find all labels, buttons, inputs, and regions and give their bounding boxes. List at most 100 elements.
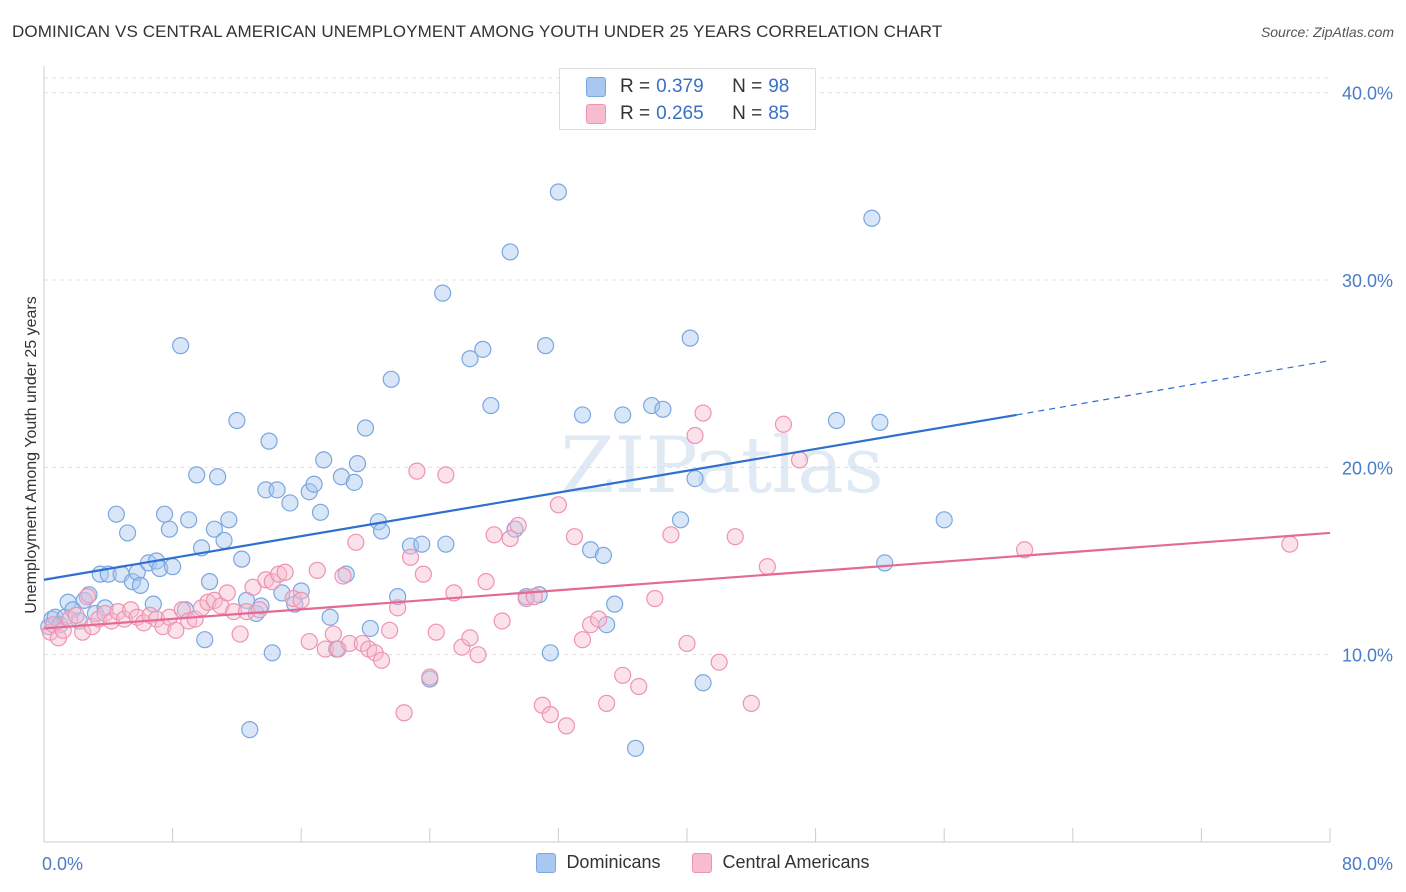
chart-title: DOMINICAN VS CENTRAL AMERICAN UNEMPLOYME… (12, 22, 943, 41)
r-value: 0.265 (656, 103, 704, 124)
point-dominicans (131, 576, 150, 594)
point-dominicans (372, 522, 391, 540)
point-dominicans (594, 546, 613, 565)
point-dominicans (205, 520, 223, 538)
point-dominicans (606, 595, 624, 613)
point-dominicans (268, 481, 286, 499)
trend-line-extension (1016, 360, 1331, 416)
point-dominicans (228, 411, 246, 430)
point-central-americans (395, 704, 413, 722)
point-central-americans (686, 426, 704, 445)
legend-swatch (536, 852, 557, 873)
x-tick-label-min: 0.0% (42, 854, 83, 874)
point-central-americans (167, 621, 185, 639)
tick-labels: 10.0% 20.0% 30.0% 40.0% 0.0% 80.0% (42, 84, 1393, 874)
point-central-americans (276, 563, 294, 581)
point-central-americans (308, 561, 326, 579)
point-central-americans (549, 496, 568, 514)
point-dominicans (681, 329, 699, 347)
point-dominicans (413, 535, 431, 553)
point-dominicans (501, 243, 519, 261)
y-tick-label: 40.0% (1342, 84, 1393, 104)
point-dominicans (260, 432, 278, 450)
point-dominicans (215, 531, 233, 550)
series-legend: Dominicans Central Americans (0, 852, 1406, 873)
point-central-americans (758, 558, 776, 576)
point-dominicans (382, 370, 400, 388)
legend-item-dominicans[interactable]: Dominicans (536, 852, 660, 873)
point-dominicans (935, 511, 953, 529)
point-central-americans (485, 526, 503, 544)
point-dominicans (321, 608, 339, 626)
r-value: 0.379 (656, 76, 704, 97)
point-dominicans (107, 505, 125, 523)
point-central-americans (218, 584, 236, 602)
n-label: N = (732, 76, 763, 97)
point-dominicans (694, 674, 712, 692)
grid (44, 77, 1330, 656)
point-central-americans (774, 415, 793, 433)
point-dominicans (541, 644, 559, 662)
point-central-americans (573, 631, 592, 649)
point-central-americans (598, 694, 616, 712)
point-central-americans (1281, 535, 1299, 553)
point-central-americans (589, 610, 608, 628)
point-dominicans (311, 503, 330, 521)
point-dominicans (461, 350, 479, 368)
point-central-americans (646, 589, 664, 608)
point-central-americans (437, 466, 455, 484)
point-central-americans (334, 567, 352, 585)
point-central-americans (678, 634, 696, 653)
point-central-americans (389, 599, 407, 617)
point-dominicans (482, 396, 500, 415)
trend-line-central-americans (43, 531, 1331, 630)
point-central-americans (614, 666, 632, 684)
n-value: 85 (768, 103, 790, 124)
point-dominicans (614, 406, 632, 424)
y-tick-label: 10.0% (1342, 646, 1393, 666)
stats-row-dominicans: R = 0.379 N = 98 (586, 73, 789, 101)
point-dominicans (536, 337, 555, 355)
point-dominicans (281, 494, 299, 512)
point-dominicans (241, 721, 259, 739)
point-dominicans (200, 573, 219, 591)
point-dominicans (356, 419, 375, 437)
point-dominicans (233, 550, 251, 568)
y-tick-label: 30.0% (1342, 271, 1393, 291)
swatch-central-americans (586, 104, 606, 124)
point-central-americans (244, 578, 262, 596)
point-dominicans (876, 554, 894, 572)
point-dominicans (263, 644, 281, 662)
y-tick-label: 20.0% (1342, 458, 1393, 478)
stats-legend: R = 0.379 N = 98 R = 0.265 N = 85 (559, 68, 816, 130)
legend-item-central-americans[interactable]: Central Americans (692, 852, 870, 873)
point-dominicans (643, 396, 661, 415)
point-dominicans (196, 631, 214, 649)
point-central-americans (694, 404, 712, 422)
point-central-americans (1015, 541, 1034, 559)
point-dominicans (863, 209, 881, 227)
legend-label: Central Americans (722, 852, 870, 872)
r-label: R = (620, 76, 651, 97)
point-central-americans (790, 451, 809, 469)
point-dominicans (626, 739, 645, 757)
points-layer (40, 183, 1299, 757)
point-dominicans (345, 473, 363, 491)
point-central-americans (662, 526, 680, 544)
n-label: N = (732, 103, 763, 124)
point-central-americans (78, 588, 97, 606)
watermark: ZIPatlas (560, 421, 883, 511)
point-central-americans (493, 612, 511, 630)
point-dominicans (437, 535, 455, 553)
point-central-americans (469, 646, 487, 664)
point-dominicans (348, 455, 367, 473)
point-dominicans (573, 406, 592, 424)
point-central-americans (300, 632, 318, 651)
point-central-americans (292, 591, 310, 609)
point-dominicans (305, 475, 323, 493)
point-dominicans (188, 466, 206, 484)
point-central-americans (401, 548, 420, 566)
legend-swatch (692, 852, 713, 873)
point-central-americans (231, 625, 249, 643)
